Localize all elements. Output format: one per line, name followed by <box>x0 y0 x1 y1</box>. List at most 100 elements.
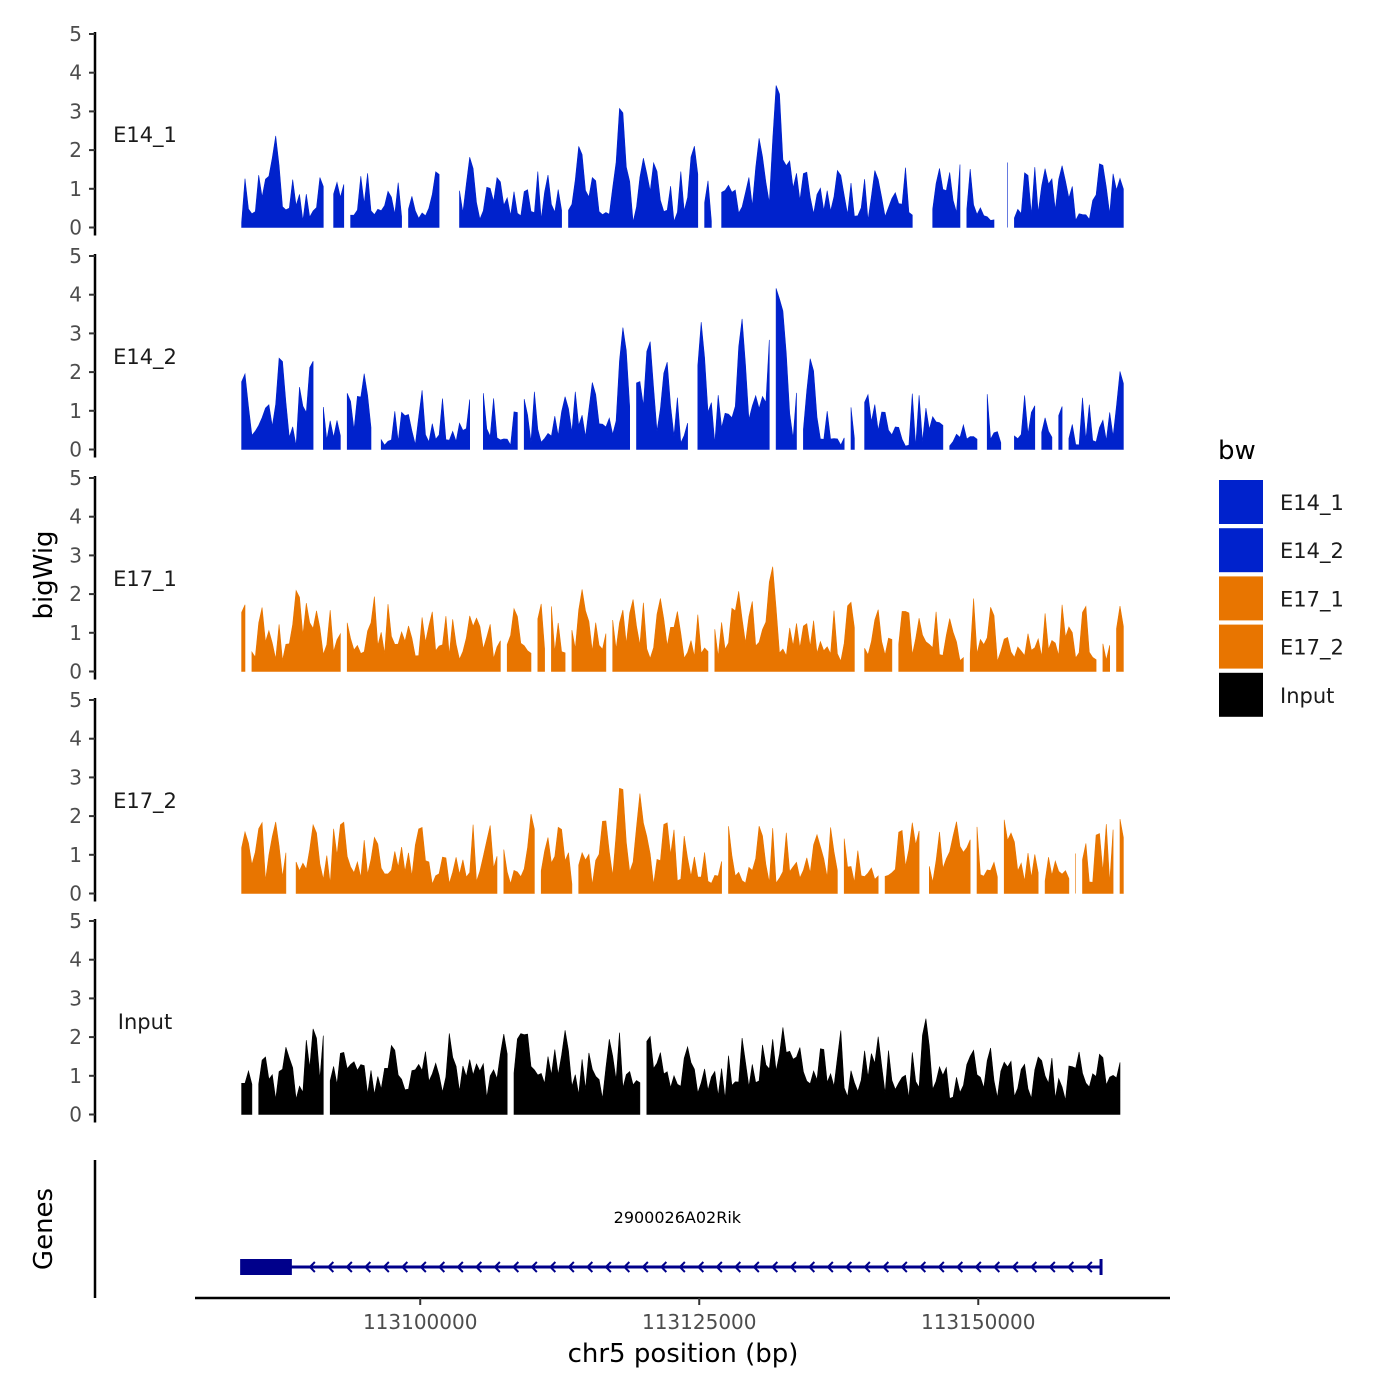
strand-arrow-icon <box>770 1261 779 1273</box>
legend-label: Input <box>1280 684 1334 708</box>
strand-arrow-icon <box>974 1261 982 1273</box>
gene-exon <box>241 1259 292 1275</box>
y-tick-label: 5 <box>69 22 82 46</box>
signal-area <box>503 814 535 894</box>
y-tick-label: 1 <box>69 399 82 423</box>
strand-arrow-icon <box>400 1261 409 1273</box>
genes-panel: Genes 2900026A02Rik <box>29 1160 1103 1298</box>
signal-area <box>966 168 995 228</box>
signal-area <box>568 107 699 228</box>
signal-area <box>728 826 838 894</box>
signal-area <box>704 180 712 228</box>
strand-arrow-icon <box>604 1261 612 1273</box>
strand-arrow-icon <box>678 1261 686 1273</box>
y-tick-label: 2 <box>69 1025 82 1049</box>
signal-area <box>241 1069 253 1115</box>
signal-area <box>241 604 246 672</box>
strand-arrow-icon <box>585 1261 594 1273</box>
y-tick-label: 0 <box>69 660 82 684</box>
y-tick-label: 2 <box>69 138 82 162</box>
signal-area <box>1058 406 1063 450</box>
track-E14_2: 0 1 2 3 4 5 E14_2 <box>69 244 1124 462</box>
strand-arrow-icon <box>659 1261 668 1273</box>
track-label: E17_1 <box>113 567 177 592</box>
strand-arrow-icon <box>715 1261 723 1273</box>
strand-arrow-icon <box>437 1261 446 1273</box>
legend-swatch <box>1219 480 1263 524</box>
signal-area <box>408 171 440 228</box>
y-tick-label: 0 <box>69 1103 82 1127</box>
signal-area <box>258 1028 324 1115</box>
legend-label: E14_2 <box>1280 539 1344 564</box>
signal-area <box>714 566 855 672</box>
strand-arrow-icon <box>511 1261 520 1273</box>
signal-area <box>969 598 1097 672</box>
y-tick-label: 0 <box>69 438 82 462</box>
y-tick-label: 3 <box>69 321 82 345</box>
strand-arrow-icon <box>326 1261 335 1273</box>
signal-area <box>241 821 287 894</box>
legend: bw E14_1 E14_2 E17_1 E17_2 Input <box>1218 436 1344 717</box>
strand-arrow-icon <box>863 1261 871 1273</box>
y-axis-title: bigWig <box>29 530 59 619</box>
signal-area <box>1014 395 1036 450</box>
signal-area <box>884 822 920 894</box>
signal-area <box>803 358 845 450</box>
signal-area <box>295 821 498 894</box>
strand-arrow-icon <box>752 1261 760 1273</box>
track-label: E14_1 <box>113 123 177 148</box>
strand-arrow-icon <box>696 1261 705 1273</box>
x-tick-label: 113100000 <box>363 1310 478 1334</box>
strand-arrow-icon <box>955 1261 964 1273</box>
y-tick-label: 2 <box>69 360 82 384</box>
signal-area <box>1116 606 1124 672</box>
track-E14_1: 0 1 2 3 4 5 E14_1 <box>69 22 1124 240</box>
y-tick-label: 5 <box>69 466 82 490</box>
signal-area <box>350 173 402 228</box>
y-tick-label: 0 <box>69 216 82 240</box>
signal-area <box>241 135 324 228</box>
y-tick-label: 5 <box>69 909 82 933</box>
y-tick-label: 4 <box>69 61 82 85</box>
y-tick-label: 1 <box>69 177 82 201</box>
signal-area <box>949 423 978 450</box>
signal-area <box>506 607 532 672</box>
signal-area <box>1044 857 1070 894</box>
signal-area <box>346 373 372 450</box>
strand-arrow-icon <box>419 1261 427 1273</box>
signal-area <box>551 606 566 672</box>
signal-area <box>346 596 501 672</box>
legend-swatch <box>1219 528 1263 573</box>
track-label: Input <box>118 1010 172 1034</box>
strand-arrow-icon <box>345 1261 353 1273</box>
strand-arrow-icon <box>844 1261 853 1273</box>
signal-area <box>513 1030 641 1115</box>
x-tick-label: 113150000 <box>921 1310 1036 1334</box>
strand-arrow-icon <box>1085 1261 1093 1273</box>
y-tick-label: 1 <box>69 621 82 645</box>
signal-area <box>843 838 879 894</box>
signal-area <box>380 390 470 450</box>
track-label: E14_2 <box>113 345 177 370</box>
strand-arrow-icon <box>937 1261 945 1273</box>
signal-area <box>864 393 944 450</box>
signal-area <box>864 609 893 672</box>
strand-arrow-icon <box>622 1261 631 1273</box>
y-tick-label: 2 <box>69 804 82 828</box>
y-tick-label: 2 <box>69 582 82 606</box>
signal-area <box>329 1033 508 1115</box>
signal-area <box>523 327 630 450</box>
signal-area <box>1082 824 1114 894</box>
signal-area <box>929 821 971 894</box>
y-tick-label: 1 <box>69 1064 82 1088</box>
tracks-layer: 0 1 2 3 4 5 E14_1 0 1 2 3 4 5 E14_2 0 1 2 3 4 5 E17_1 0 1 2 3 4 5 E… <box>69 22 1124 1127</box>
y-tick-label: 5 <box>69 244 82 268</box>
signal-area <box>241 357 314 450</box>
signal-area <box>646 1018 1121 1115</box>
signal-area <box>721 85 913 228</box>
strand-arrow-icon <box>363 1261 372 1273</box>
signal-area <box>333 181 345 228</box>
strand-arrow-icon <box>1011 1261 1019 1273</box>
signal-area <box>697 318 770 450</box>
